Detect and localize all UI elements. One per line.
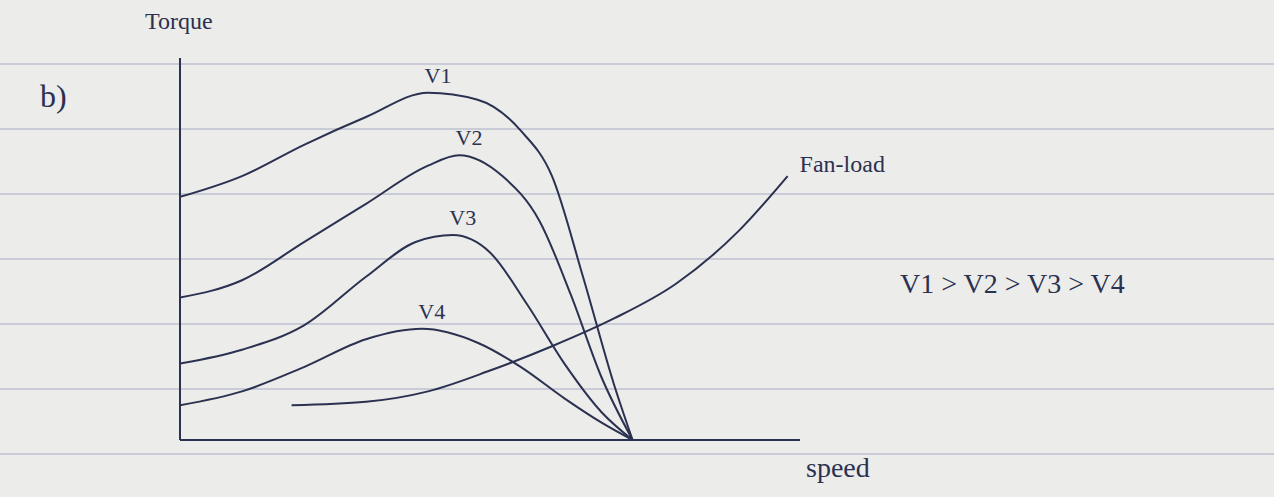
html-text:speed: speed <box>806 452 870 483</box>
svg-text:V1: V1 <box>425 63 452 88</box>
svg-text:V2: V2 <box>456 125 483 150</box>
svg-text:V4: V4 <box>418 299 445 324</box>
html-text:b): b) <box>40 78 67 114</box>
svg-text:Fan-load: Fan-load <box>800 151 885 177</box>
html-text:Torque: Torque <box>145 8 213 34</box>
html-text:V1 > V2 > V3 > V4: V1 > V2 > V3 > V4 <box>900 268 1125 299</box>
svg-text:V3: V3 <box>449 205 476 230</box>
